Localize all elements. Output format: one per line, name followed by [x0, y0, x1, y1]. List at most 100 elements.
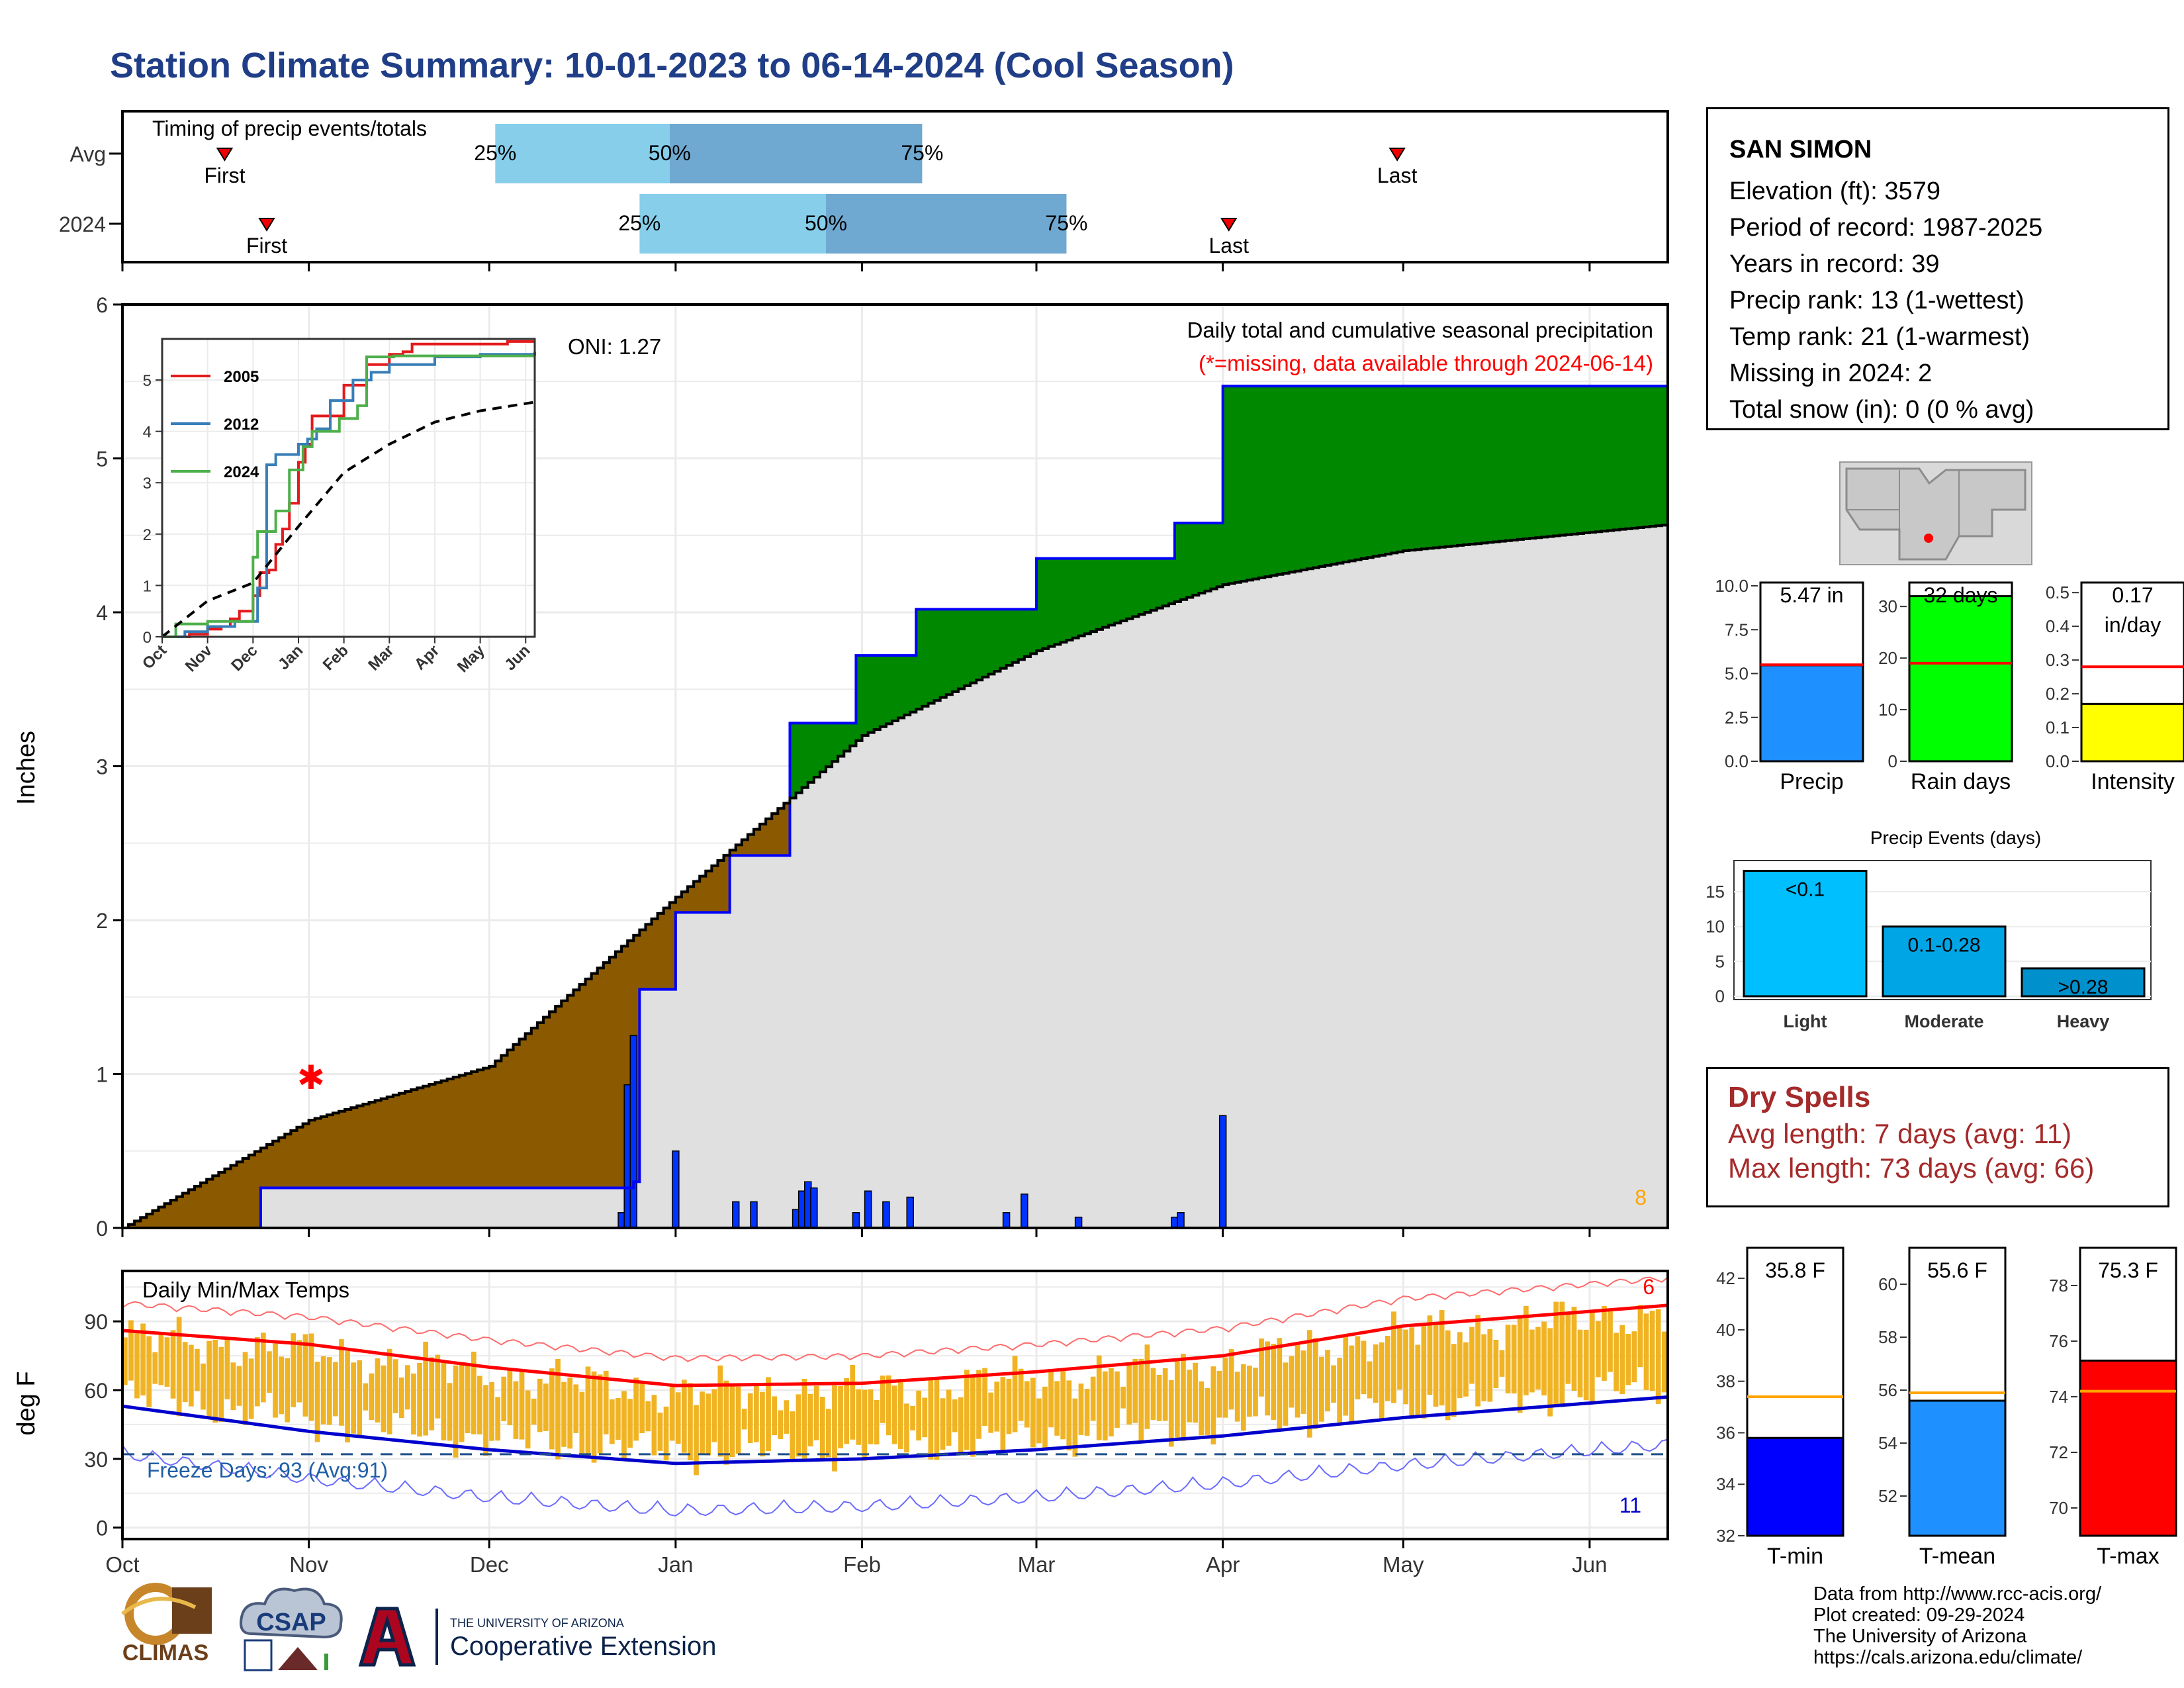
temps-daily-bar: [1210, 1366, 1216, 1445]
temps-daily-bar: [537, 1378, 543, 1432]
precip-anomaly-fill: [609, 957, 616, 1188]
temps-daily-bar: [1415, 1344, 1421, 1417]
temps-daily-bar: [543, 1383, 549, 1431]
temps-daily-bar: [308, 1333, 314, 1421]
precip-anomaly-fill: [1505, 386, 1512, 541]
temps-daily-bar: [1463, 1342, 1469, 1397]
precip-anomaly-fill: [772, 814, 778, 856]
temps-daily-bar: [1565, 1313, 1571, 1384]
temps-daily-bar: [1517, 1318, 1523, 1413]
precip-anomaly-fill: [681, 892, 688, 913]
precip-anomaly-fill: [934, 609, 941, 701]
temps-daily-bar: [206, 1340, 212, 1419]
temps-daily-bar: [1072, 1398, 1078, 1457]
precip-anomaly-fill: [152, 1210, 159, 1228]
temps-daily-bar: [1295, 1344, 1300, 1418]
precip-anomaly-fill: [1614, 386, 1620, 530]
temps-daily-bar: [164, 1337, 170, 1387]
precip-anomaly-fill: [1559, 386, 1567, 536]
events-bar: [1743, 870, 1868, 998]
temps-daily-bar: [375, 1358, 381, 1423]
precip-ytick-label: 3: [96, 755, 108, 779]
precip-anomaly-fill: [1487, 386, 1494, 543]
temps-daily-bar: [1499, 1350, 1505, 1377]
temps-daily-bar: [128, 1320, 134, 1381]
temps-daily-bar: [267, 1351, 272, 1393]
temp-ytick-label: 74: [2049, 1387, 2068, 1407]
events-title: Precip Events (days): [1870, 827, 2041, 848]
precip-anomaly-fill: [639, 929, 647, 990]
inset-ytick-label: 3: [143, 475, 152, 492]
precip-anomaly-fill: [1602, 386, 1608, 532]
temps-daily-bar: [1505, 1325, 1511, 1393]
temps-daily-bar: [982, 1368, 987, 1426]
temps-daily-bar: [495, 1397, 501, 1441]
temps-daily-bar: [784, 1400, 790, 1434]
temps-daily-bar: [477, 1376, 482, 1434]
temps-daily-bar: [1109, 1368, 1114, 1436]
temps-daily-bar: [807, 1393, 813, 1447]
temps-daily-bar: [898, 1379, 903, 1449]
precip-anomaly-fill: [603, 962, 610, 1188]
temps-daily-bar: [1060, 1368, 1066, 1440]
precip-anomaly-fill: [459, 1075, 466, 1188]
precip-anomaly-fill: [188, 1190, 195, 1228]
temps-daily-bar: [1054, 1381, 1060, 1436]
temps-daily-bar: [621, 1391, 627, 1461]
precip-anomaly-fill: [753, 829, 760, 856]
precip-anomaly-fill: [1553, 386, 1561, 536]
precip-anomaly-fill: [1379, 386, 1386, 555]
precip-anomaly-fill: [441, 1080, 448, 1188]
precip-anomaly-fill: [1126, 558, 1133, 619]
temps-daily-bar: [453, 1365, 459, 1458]
precip-anomaly-fill: [741, 839, 749, 856]
precip-anomaly-fill: [1391, 386, 1398, 553]
temps-daily-bar: [1535, 1327, 1541, 1390]
temps-daily-bar: [922, 1397, 928, 1438]
temp-bar-text: 55.6 F: [1927, 1258, 1987, 1282]
precip-anomaly-fill: [1445, 386, 1452, 547]
precip-anomaly-fill: [1457, 386, 1464, 545]
precip-anomaly-fill: [1319, 386, 1326, 567]
temps-daily-bar: [844, 1378, 849, 1444]
inset-legend-label: 2005: [224, 368, 259, 386]
precip-anomaly-fill: [471, 1072, 478, 1188]
precip-anomaly-fill: [898, 655, 905, 718]
temps-daily-bar: [1120, 1386, 1126, 1409]
temps-daily-bar: [134, 1333, 140, 1399]
temps-daily-bar: [339, 1339, 344, 1426]
temps-daily-bar: [531, 1398, 537, 1425]
timing-pct-label: 25%: [474, 141, 516, 165]
temps-daily-bar: [146, 1336, 152, 1407]
temps-daily-bar: [489, 1382, 494, 1441]
temps-daily-bar: [291, 1333, 296, 1407]
precip-anomaly-fill: [387, 1096, 394, 1188]
precip-anomaly-fill: [405, 1091, 412, 1188]
temps-daily-bar: [1559, 1301, 1565, 1407]
precip-anomaly-fill: [1247, 386, 1253, 581]
freeze-days-label: Freeze Days: 93 (Avg:91): [147, 1458, 388, 1482]
summary-ytick-label: 10: [1878, 700, 1897, 720]
temps-daily-bar: [140, 1323, 146, 1396]
precip-anomaly-fill: [1018, 609, 1025, 660]
temps-ytick-label: 90: [84, 1310, 108, 1334]
precip-anomaly-fill: [1337, 386, 1343, 563]
precip-anomaly-fill: [988, 609, 995, 675]
precip-anomaly-fill: [1619, 386, 1627, 530]
precip-anomaly-fill: [747, 834, 754, 856]
events-ytick-label: 5: [1715, 951, 1725, 971]
temps-daily-bar: [633, 1378, 639, 1441]
temp-ytick-label: 76: [2049, 1331, 2068, 1351]
precip-anomaly-fill: [573, 990, 580, 1188]
month-tick-label: Feb: [843, 1552, 881, 1577]
temps-daily-bar: [886, 1375, 891, 1436]
precip-panel: 0 1 2 3 4 5 6 Inches Daily total and cumulativ…: [13, 293, 1669, 1241]
csap-logo-text: CSAP: [256, 1609, 326, 1636]
summary-bar-value: [1908, 595, 2013, 763]
temps-daily-bar: [260, 1333, 266, 1403]
precip-anomaly-fill: [230, 1165, 238, 1228]
summary-bar-text: 0.17: [2112, 583, 2153, 607]
precip-anomaly-fill: [1571, 386, 1578, 534]
temp-bar-value: [1908, 1399, 2007, 1537]
precip-anomaly-fill: [411, 1090, 418, 1188]
